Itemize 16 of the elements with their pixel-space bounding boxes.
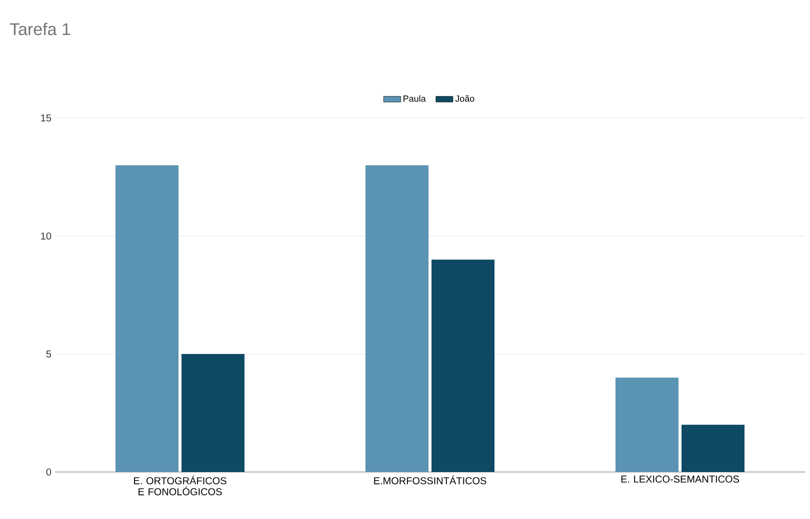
bar [366,165,429,472]
bar [116,165,178,472]
bar [432,260,495,472]
bar [682,424,745,472]
chart-title: Tarefa 1 [10,22,70,36]
bar [616,378,679,472]
legend-label: Paula [404,95,426,102]
y-tick-label: 10 [41,232,52,240]
x-tick-label: E. ORTOGRÁFICOS E FONOLÓGICOS [134,476,226,496]
bar [182,354,245,472]
legend-label: João [455,95,474,102]
y-tick-label: 0 [46,468,52,476]
y-tick-label: 5 [46,350,52,358]
y-tick-label: 15 [41,114,52,122]
x-tick-label: E. LEXICO-SEMANTICOS [621,476,740,483]
x-tick-label: E.MORFOSSINTÁTICOS [374,476,486,484]
